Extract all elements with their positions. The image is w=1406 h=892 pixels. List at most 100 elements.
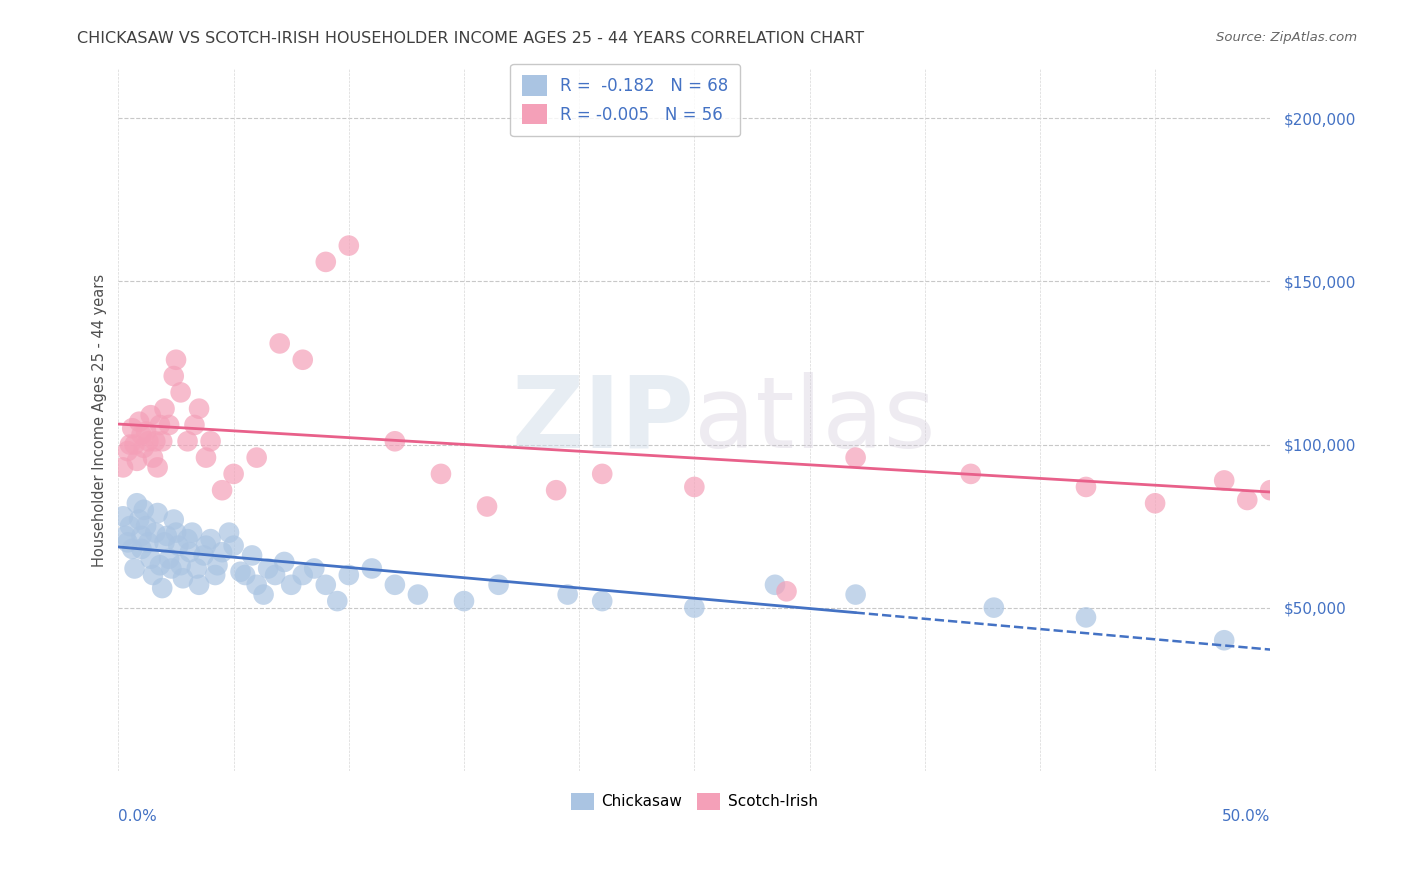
Point: [280, 578, 302, 592]
Point: [132, 502, 155, 516]
Point: [138, 535, 160, 549]
Point: [337, 238, 360, 252]
Point: [337, 568, 360, 582]
Point: [165, 352, 187, 367]
Point: [1351, 493, 1374, 508]
Point: [304, 561, 326, 575]
Point: [845, 450, 868, 465]
Point: [240, 549, 263, 563]
Point: [188, 578, 211, 592]
Point: [124, 437, 146, 451]
Point: [1074, 480, 1097, 494]
Point: [128, 512, 150, 526]
Point: [291, 352, 314, 367]
Point: [169, 385, 191, 400]
Point: [384, 434, 406, 449]
Point: [195, 539, 218, 553]
Point: [983, 600, 1005, 615]
Point: [845, 588, 868, 602]
Point: [131, 427, 153, 442]
Point: [222, 539, 245, 553]
Point: [683, 600, 706, 615]
Point: [360, 561, 382, 575]
Point: [146, 506, 169, 520]
Point: [246, 578, 269, 592]
Point: [326, 594, 349, 608]
Point: [128, 415, 150, 429]
Point: [179, 545, 201, 559]
Point: [269, 336, 291, 351]
Point: [591, 467, 613, 481]
Point: [959, 467, 981, 481]
Point: [163, 512, 186, 526]
Point: [1144, 496, 1167, 510]
Point: [1398, 506, 1406, 520]
Point: [233, 568, 256, 582]
Point: [132, 441, 155, 455]
Point: [763, 578, 786, 592]
Point: [257, 561, 280, 575]
Point: [683, 480, 706, 494]
Point: [475, 500, 498, 514]
Point: [163, 369, 186, 384]
Point: [143, 434, 166, 449]
Point: [1213, 474, 1236, 488]
Point: [121, 541, 143, 556]
Point: [125, 496, 148, 510]
Point: [149, 558, 172, 573]
Point: [135, 425, 157, 439]
Point: [157, 417, 180, 432]
Text: CHICKASAW VS SCOTCH-IRISH HOUSEHOLDER INCOME AGES 25 - 44 YEARS CORRELATION CHAR: CHICKASAW VS SCOTCH-IRISH HOUSEHOLDER IN…: [77, 31, 865, 46]
Point: [143, 525, 166, 540]
Point: [1074, 610, 1097, 624]
Y-axis label: Householder Income Ages 25 - 44 years: Householder Income Ages 25 - 44 years: [93, 274, 107, 566]
Legend: R =  -0.182   N = 68, R = -0.005   N = 56: R = -0.182 N = 68, R = -0.005 N = 56: [510, 63, 740, 136]
Point: [384, 578, 406, 592]
Point: [1258, 483, 1281, 498]
Point: [114, 529, 136, 543]
Point: [135, 519, 157, 533]
Point: [183, 417, 205, 432]
Point: [229, 565, 252, 579]
Point: [156, 529, 179, 543]
Point: [775, 584, 797, 599]
Point: [146, 460, 169, 475]
Point: [207, 558, 229, 573]
Point: [264, 568, 287, 582]
Point: [139, 408, 162, 422]
Point: [211, 483, 233, 498]
Point: [1236, 493, 1258, 508]
Point: [188, 401, 211, 416]
Point: [186, 561, 208, 575]
Text: 50.0%: 50.0%: [1222, 809, 1270, 824]
Point: [167, 539, 190, 553]
Point: [149, 417, 172, 432]
Point: [200, 532, 222, 546]
Text: Source: ZipAtlas.com: Source: ZipAtlas.com: [1216, 31, 1357, 45]
Point: [139, 551, 162, 566]
Text: atlas: atlas: [695, 372, 936, 468]
Point: [1305, 474, 1327, 488]
Point: [118, 519, 141, 533]
Point: [193, 549, 215, 563]
Point: [169, 558, 191, 573]
Point: [125, 454, 148, 468]
Point: [112, 509, 135, 524]
Point: [157, 551, 180, 566]
Point: [430, 467, 453, 481]
Point: [204, 568, 226, 582]
Point: [150, 434, 173, 449]
Point: [142, 568, 165, 582]
Point: [181, 525, 204, 540]
Point: [315, 255, 337, 269]
Point: [195, 450, 218, 465]
Point: [117, 444, 139, 458]
Point: [142, 450, 165, 465]
Point: [153, 535, 176, 549]
Point: [176, 434, 198, 449]
Point: [131, 529, 153, 543]
Point: [211, 545, 233, 559]
Point: [118, 437, 141, 451]
Text: ZIP: ZIP: [512, 372, 695, 468]
Point: [406, 588, 429, 602]
